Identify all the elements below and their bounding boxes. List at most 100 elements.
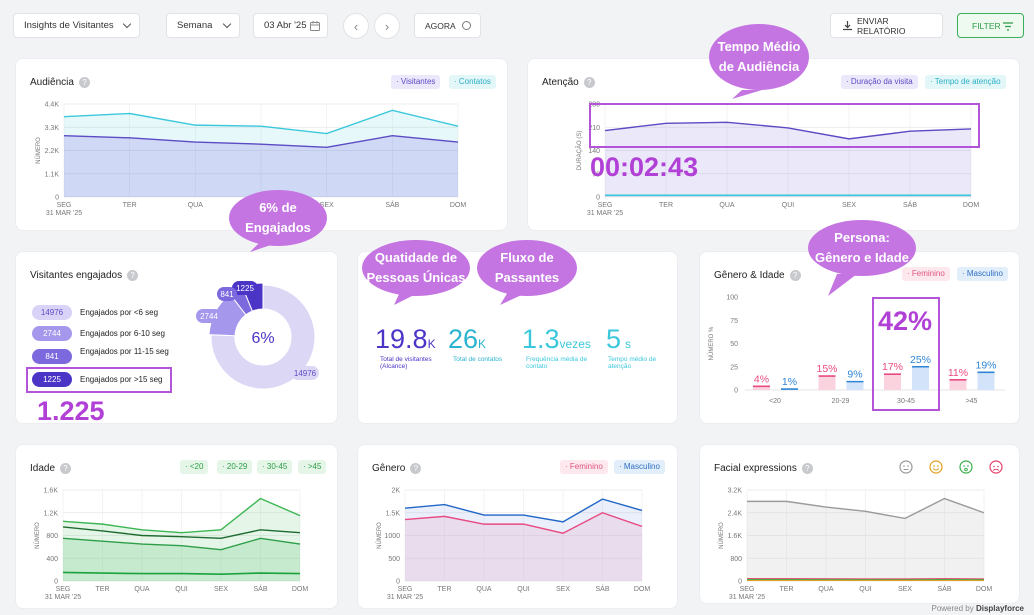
facial-card: Facial expressions? [699, 444, 1020, 604]
highlight-duracao [589, 103, 980, 148]
filter-button[interactable]: FILTER [957, 13, 1024, 38]
legend-duracao[interactable]: · Duração da visita [841, 75, 918, 89]
filter-icon [1003, 22, 1013, 31]
x-tick-label: TER [438, 586, 452, 593]
card-title: Gênero? [372, 463, 422, 474]
bar-masculino [912, 366, 929, 390]
legend-masculino[interactable]: · Masculino [614, 460, 665, 474]
legend-lt20[interactable]: · <20 [180, 460, 209, 474]
y-axis-label: NÚMERO [35, 137, 42, 164]
engaged-gt15-label: Engajados por >15 seg [80, 375, 163, 384]
help-icon[interactable]: ? [78, 77, 90, 88]
series-area [747, 498, 984, 581]
legend-20-29[interactable]: · 20-29 [217, 460, 253, 474]
y-axis-label: NÚMERO % [708, 326, 715, 360]
bar-feminino [949, 379, 967, 390]
prev-period-button[interactable]: ‹ [343, 13, 369, 39]
y-tick-label: 800 [46, 533, 58, 540]
y-tick-label: 70 [592, 171, 600, 178]
contacts-stat: 26K [448, 324, 487, 354]
surprised-face-icon[interactable] [959, 460, 973, 474]
bar-label-masculino: 1% [782, 376, 797, 388]
callout-pessoas: Quatidade de Pessoas Únicas [362, 240, 470, 296]
x-tick-label: SEX [898, 586, 912, 593]
send-report-button[interactable]: ENVIAR RELATÓRIO [830, 13, 943, 38]
help-icon[interactable]: ? [60, 463, 72, 474]
x-tick-label: SÁB [385, 200, 399, 209]
x-tick-label: SEX [320, 202, 334, 209]
x-date-label: 31 MAR '25 [387, 594, 423, 601]
legend-tempo-atencao[interactable]: · Tempo de atenção [925, 75, 1006, 89]
bar-label-feminino: 15% [816, 363, 837, 375]
y-tick-label: 0 [596, 195, 600, 202]
target-icon [462, 21, 471, 30]
happy-face-icon[interactable] [929, 460, 943, 474]
y-tick-label: 1.6K [44, 488, 59, 495]
legend-30-45[interactable]: · 30-45 [257, 460, 293, 474]
x-tick-label: QUA [134, 586, 150, 593]
y-tick-label: 0 [55, 195, 59, 202]
series-area [605, 122, 971, 197]
help-icon[interactable]: ? [801, 463, 813, 474]
help-icon[interactable]: ? [789, 270, 801, 281]
series-line [62, 537, 301, 551]
donut-value-label: 841 [220, 290, 234, 299]
x-tick-label: SEG [398, 586, 413, 593]
series-area [63, 538, 300, 581]
y-tick-label: 0 [738, 579, 742, 586]
x-tick-label: <20 [769, 398, 781, 405]
x-tick-label: SEG [56, 586, 71, 593]
series-line [62, 571, 301, 575]
x-tick-label: DOM [976, 586, 993, 593]
engaged-gt15-value: 1225 [32, 372, 72, 387]
legend-visitantes[interactable]: · Visitantes [391, 75, 441, 89]
legend-gt45[interactable]: · >45 [298, 460, 327, 474]
x-tick-label: SEX [842, 202, 856, 209]
tail-persona [828, 274, 857, 296]
y-tick-label: 50 [730, 341, 738, 348]
donut-value-label: 1225 [236, 284, 254, 293]
engajados-value: 1.225 [37, 396, 105, 426]
x-tick-label: DOM [634, 586, 651, 593]
y-tick-label: 3.3K [45, 125, 60, 132]
donut-value-badge [217, 287, 237, 301]
legend-contatos[interactable]: · Contatos [449, 75, 496, 89]
date-picker[interactable]: 03 Abr '25 [253, 13, 328, 38]
card-title: Atenção? [542, 77, 595, 88]
help-icon[interactable]: ? [127, 270, 139, 281]
y-tick-label: 1000 [384, 533, 400, 540]
highlight-engaged-gt15 [26, 367, 172, 393]
card-title: Gênero & Idade? [714, 270, 801, 281]
x-tick-label: 30-45 [897, 398, 915, 405]
engaged-11-15-label: Engajados por 11-15 seg [80, 347, 169, 356]
legend-masculino[interactable]: · Masculino [957, 267, 1008, 281]
x-tick-label: SEX [556, 586, 570, 593]
legend-feminino[interactable]: · Feminino [902, 267, 950, 281]
help-icon[interactable]: ? [410, 463, 422, 474]
card-title: Audiência? [30, 77, 90, 88]
card-title: Idade? [30, 463, 72, 474]
x-date-label: 31 MAR '25 [729, 594, 765, 601]
highlight-30-45 [872, 297, 940, 411]
engaged-6-10-label: Engajados por 6-10 seg [80, 329, 165, 338]
now-button[interactable]: AGORA [414, 13, 481, 38]
card-title: Facial expressions? [714, 463, 813, 474]
x-tick-label: QUI [782, 202, 795, 209]
period-select[interactable]: Semana [166, 13, 240, 38]
neutral-face-icon[interactable] [899, 460, 913, 474]
help-icon[interactable]: ? [583, 77, 595, 88]
report-select[interactable]: Insights de Visitantes [13, 13, 140, 38]
genero-idade-card: Gênero & Idade? · Feminino · Masculino [699, 251, 1020, 424]
bar-masculino [846, 381, 864, 390]
engaged-lt6-value: 14976 [32, 305, 72, 320]
next-period-button[interactable]: › [374, 13, 400, 39]
bar-label-feminino: 4% [754, 373, 769, 385]
angry-face-icon[interactable] [989, 460, 1003, 474]
bar-label-feminino: 17% [882, 361, 903, 373]
x-tick-label: SEG [740, 586, 755, 593]
legend-feminino[interactable]: · Feminino [560, 460, 608, 474]
x-tick-label: DOM [963, 202, 980, 209]
x-tick-label: QUA [476, 586, 492, 593]
